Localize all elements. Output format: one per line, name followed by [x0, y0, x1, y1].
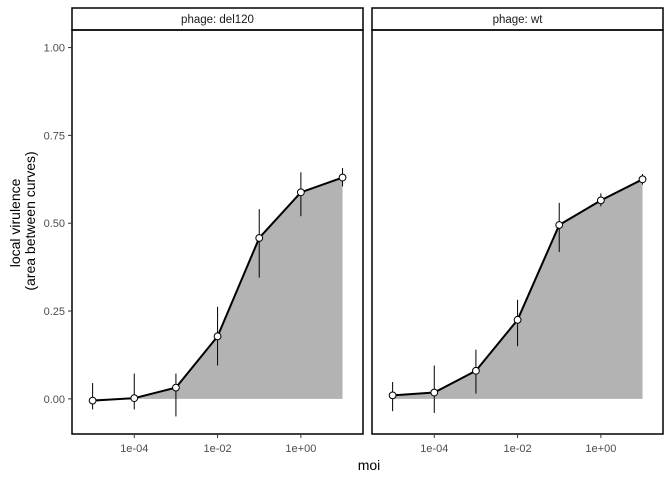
area-fill — [92, 177, 343, 401]
y-axis-title-line-1: local virulence — [7, 178, 23, 267]
x-tick-label: 1e-02 — [204, 443, 232, 455]
data-point — [213, 332, 222, 341]
data-point — [338, 173, 347, 182]
x-axis-title: moi — [358, 457, 381, 473]
data-point — [88, 396, 97, 405]
y-tick-label: 0.75 — [44, 130, 65, 142]
data-point — [638, 175, 647, 184]
y-tick-label: 0.50 — [44, 218, 65, 230]
y-axis: 0.00 0.25 0.50 0.75 1.00 — [44, 43, 72, 406]
y-axis-title: local virulence (area between curves) — [7, 151, 38, 290]
data-point — [388, 391, 397, 400]
y-axis-title-line-2: (area between curves) — [22, 151, 38, 290]
area-fill — [392, 179, 643, 399]
x-tick-label: 1e-02 — [504, 443, 532, 455]
data-point — [513, 315, 522, 324]
panel-1: phage: del120 1e-04 1e-02 1e+00 — [71, 7, 364, 455]
x-tick-label: 1e+00 — [285, 443, 316, 455]
panel-2: phage: wt 1e-04 1e-02 1e+00 — [371, 7, 664, 455]
strip-label: phage: del120 — [181, 14, 254, 26]
data-point — [130, 394, 139, 403]
panels-group: phage: del120 1e-04 1e-02 1e+00 phage: wt 1e-… — [71, 7, 664, 455]
data-point — [255, 234, 264, 242]
data-point — [555, 221, 564, 229]
y-tick-label: 1.00 — [44, 43, 65, 55]
data-point — [472, 366, 480, 375]
strip-label: phage: wt — [493, 14, 544, 26]
data-point — [296, 188, 305, 197]
data-point — [430, 388, 439, 397]
x-tick-label: 1e+00 — [585, 443, 616, 455]
x-tick-label: 1e-04 — [420, 443, 448, 455]
y-tick-label: 0.00 — [44, 394, 65, 406]
x-tick-label: 1e-04 — [120, 443, 148, 455]
data-point — [596, 196, 605, 205]
y-tick-label: 0.25 — [44, 306, 65, 318]
data-point — [172, 383, 180, 392]
